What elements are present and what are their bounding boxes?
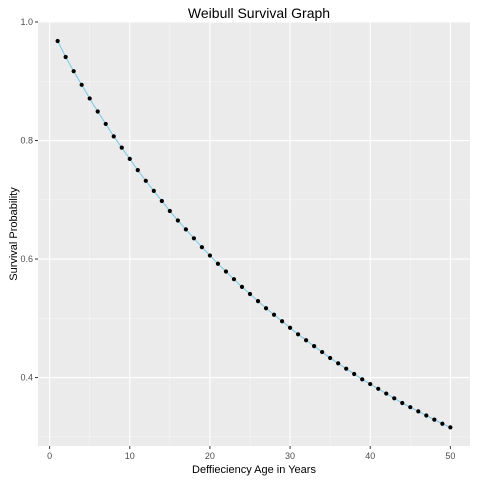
y-tick-label: 0.6 (20, 254, 33, 264)
data-point (127, 156, 132, 161)
data-point (63, 54, 68, 60)
y-axis: 0.4 0.6 0.8 1.0 (20, 17, 38, 383)
minor-gridlines (38, 22, 470, 446)
data-point (344, 366, 349, 371)
data-point (199, 245, 205, 250)
data-point (287, 325, 293, 330)
data-point (448, 425, 453, 430)
data-point (432, 417, 437, 422)
data-point (400, 400, 405, 406)
data-point (247, 291, 253, 297)
data-point (279, 319, 285, 324)
data-point (239, 284, 245, 289)
data-point (328, 355, 333, 361)
major-gridlines (38, 21, 470, 446)
data-point (167, 208, 172, 214)
x-tick-label: 30 (285, 451, 295, 461)
y-tick-label: 0.4 (20, 373, 33, 383)
data-point (303, 338, 309, 343)
data-point (135, 168, 140, 173)
data-point (71, 69, 76, 74)
data-point (360, 377, 365, 382)
data-point (424, 413, 429, 418)
plot-panel (38, 22, 470, 446)
y-tick-label: 1.0 (20, 17, 33, 27)
data-point (312, 344, 317, 349)
y-axis-label: Survival Probability (8, 187, 20, 281)
data-point (207, 253, 213, 258)
data-point (408, 405, 413, 410)
y-tick-label: 0.8 (20, 136, 33, 146)
data-point (143, 178, 148, 183)
data-point (55, 38, 60, 44)
data-point (295, 332, 301, 337)
x-tick-label: 0 (47, 451, 52, 461)
data-point (87, 96, 92, 101)
data-point (320, 349, 325, 355)
data-point (440, 421, 445, 426)
data-point (223, 269, 229, 274)
data-point (352, 371, 357, 377)
data-point (175, 218, 180, 223)
data-point (376, 386, 381, 391)
data-point (336, 361, 341, 366)
x-tick-label: 10 (125, 451, 135, 461)
x-tick-label: 20 (205, 451, 215, 461)
data-point (215, 261, 221, 266)
data-point (384, 391, 389, 396)
chart-title: Weibull Survival Graph (188, 5, 330, 21)
data-point (231, 277, 237, 282)
data-point (183, 227, 188, 232)
x-tick-label: 50 (445, 451, 455, 461)
data-point (159, 198, 164, 204)
data-point (263, 306, 269, 311)
data-point (271, 312, 277, 317)
data-point (416, 409, 421, 414)
data-point (103, 121, 108, 127)
data-point (119, 145, 124, 150)
data-point (191, 236, 196, 241)
data-point (368, 381, 373, 387)
data-point (255, 299, 261, 304)
data-point (151, 188, 156, 193)
data-point (79, 82, 84, 87)
x-tick-label: 40 (365, 451, 375, 461)
x-axis-label: Deffieciency Age in Years (192, 464, 316, 476)
x-axis: 0 10 20 30 40 50 (47, 446, 455, 461)
data-point (95, 109, 100, 114)
series-layer (55, 38, 453, 430)
data-point (111, 134, 116, 139)
data-point (392, 396, 397, 401)
